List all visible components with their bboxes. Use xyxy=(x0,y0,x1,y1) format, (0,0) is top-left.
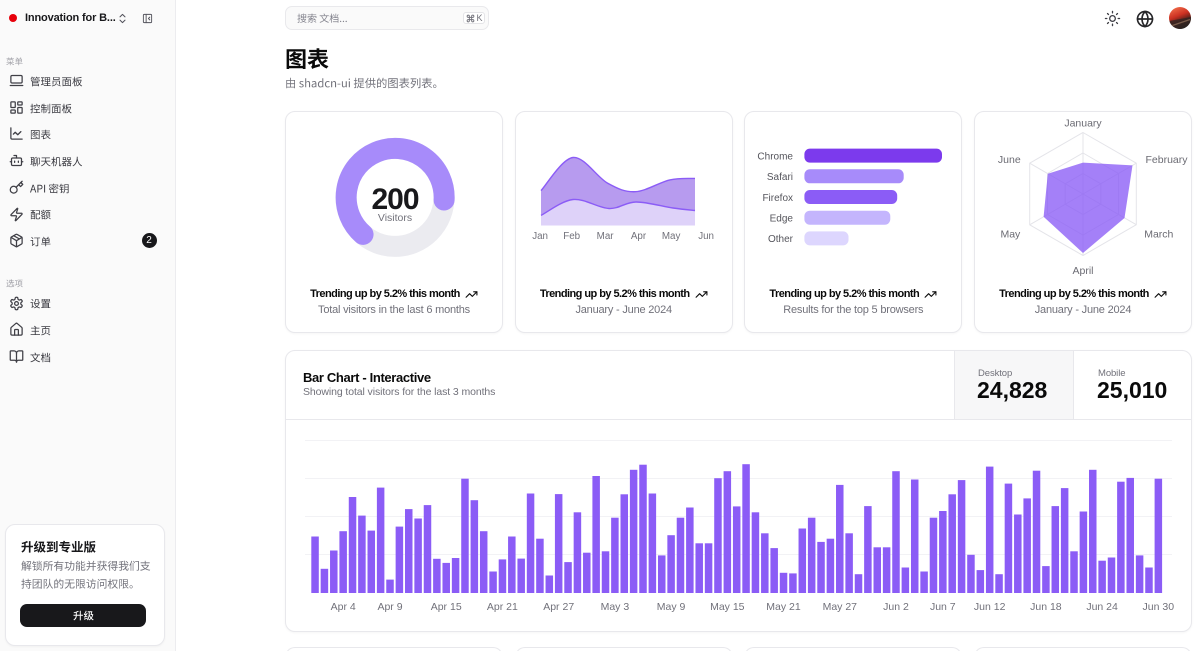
svg-text:Chrome: Chrome xyxy=(758,151,794,162)
svg-text:Visitors: Visitors xyxy=(378,212,412,224)
svg-text:200: 200 xyxy=(371,183,418,216)
svg-text:January: January xyxy=(1064,118,1102,130)
svg-text:Firefox: Firefox xyxy=(763,193,794,204)
svg-text:June: June xyxy=(998,154,1021,166)
svg-text:February: February xyxy=(1146,154,1189,166)
svg-text:March: March xyxy=(1144,229,1173,241)
svg-text:Safari: Safari xyxy=(767,172,793,183)
svg-text:Other: Other xyxy=(768,234,794,245)
svg-text:May: May xyxy=(1000,229,1021,241)
svg-text:April: April xyxy=(1072,265,1093,277)
svg-text:Edge: Edge xyxy=(770,214,794,225)
